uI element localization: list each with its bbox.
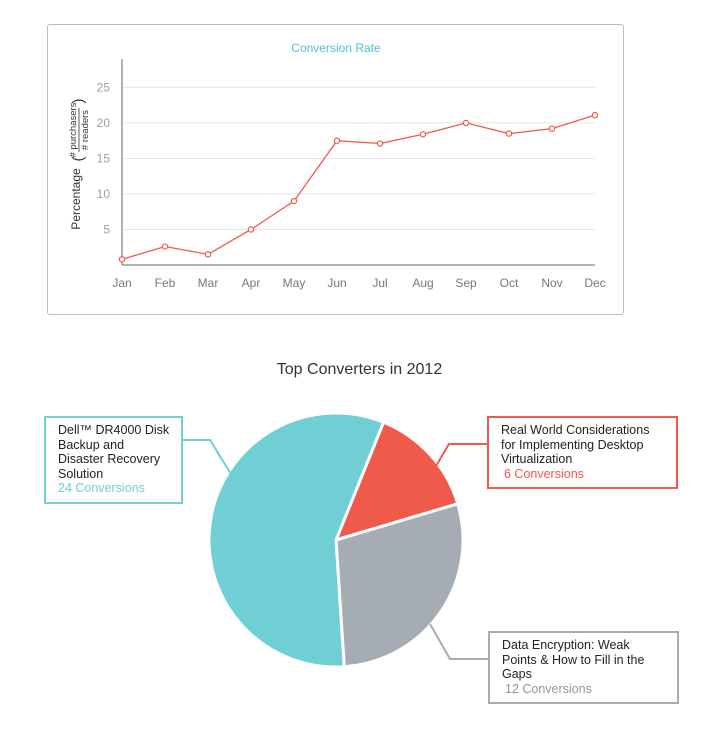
leader-line: [435, 443, 487, 467]
callout-label: Dell™ DR4000 Disk Backup and Disaster Re…: [58, 423, 170, 481]
line-chart-title: Conversion Rate: [291, 41, 381, 55]
y-axis-label-denominator: # readers: [80, 110, 91, 150]
y-axis-label-paren-open: (: [70, 157, 87, 162]
x-tick-label: Apr: [242, 276, 261, 290]
leader-line: [429, 623, 488, 660]
data-point: [419, 131, 427, 138]
pie-slice: [334, 420, 460, 542]
data-point: [161, 243, 169, 250]
data-point: [333, 137, 341, 144]
data-point: [247, 226, 255, 233]
line-chart: Conversion Rate 5 10 15 20 25 Jan Feb Mar Apr May J…: [68, 41, 606, 290]
callout-data-encryption: Data Encryption: Weak Points & How to Fi…: [488, 631, 679, 704]
data-point: [290, 197, 298, 205]
pie-slice: [334, 502, 465, 669]
x-tick-label: May: [283, 276, 306, 290]
x-tick-label: Dec: [584, 276, 605, 290]
x-tick-label: Mar: [198, 276, 219, 290]
data-point: [462, 119, 470, 127]
x-tick-label: Aug: [412, 276, 433, 290]
series-line: [121, 114, 596, 260]
x-tick-label: Sep: [455, 276, 477, 290]
line-chart-card: Conversion Rate 5 10 15 20 25 Jan Feb Mar Apr May J…: [47, 24, 624, 315]
leader-line: [183, 439, 232, 475]
callout-count: 24 Conversions: [58, 481, 145, 495]
pie-chart-title: Top Converters in 2012: [276, 361, 443, 378]
y-tick-label: 20: [97, 116, 111, 130]
y-axis-label-paren-close: ): [70, 99, 87, 104]
pie-slice: [207, 411, 386, 669]
callout-desktop-virtualization: Real World Considerations for Implementi…: [487, 416, 678, 489]
x-tick-label: Jun: [327, 276, 346, 290]
y-tick-label: 5: [103, 222, 110, 236]
data-point: [376, 140, 384, 147]
y-axis-label-numerator: # purchasers: [68, 102, 79, 157]
callout-label: Data Encryption: Weak Points & How to Fi…: [502, 638, 645, 681]
callout-label: Real World Considerations for Implementi…: [501, 423, 650, 466]
x-tick-label: Oct: [500, 276, 519, 290]
callout-dell-dr4000: Dell™ DR4000 Disk Backup and Disaster Re…: [44, 416, 183, 504]
y-axis-label-prefix: Percentage: [69, 168, 83, 230]
x-tick-label: Nov: [541, 276, 562, 290]
callout-count: 6 Conversions: [504, 466, 584, 481]
data-point: [505, 130, 513, 137]
y-axis-label: Percentage (# purchasers # readers): [68, 99, 91, 230]
y-tick-label: 15: [97, 151, 111, 165]
data-point: [118, 256, 126, 263]
x-tick-label: Jul: [372, 276, 387, 290]
callout-count: 12 Conversions: [505, 681, 592, 696]
y-tick-label: 25: [97, 80, 111, 94]
y-tick-label: 10: [97, 187, 111, 201]
x-tick-label: Feb: [155, 276, 176, 290]
x-tick-label: Jan: [112, 276, 131, 290]
data-point: [204, 251, 212, 258]
data-point: [548, 125, 556, 132]
data-point: [591, 111, 599, 119]
